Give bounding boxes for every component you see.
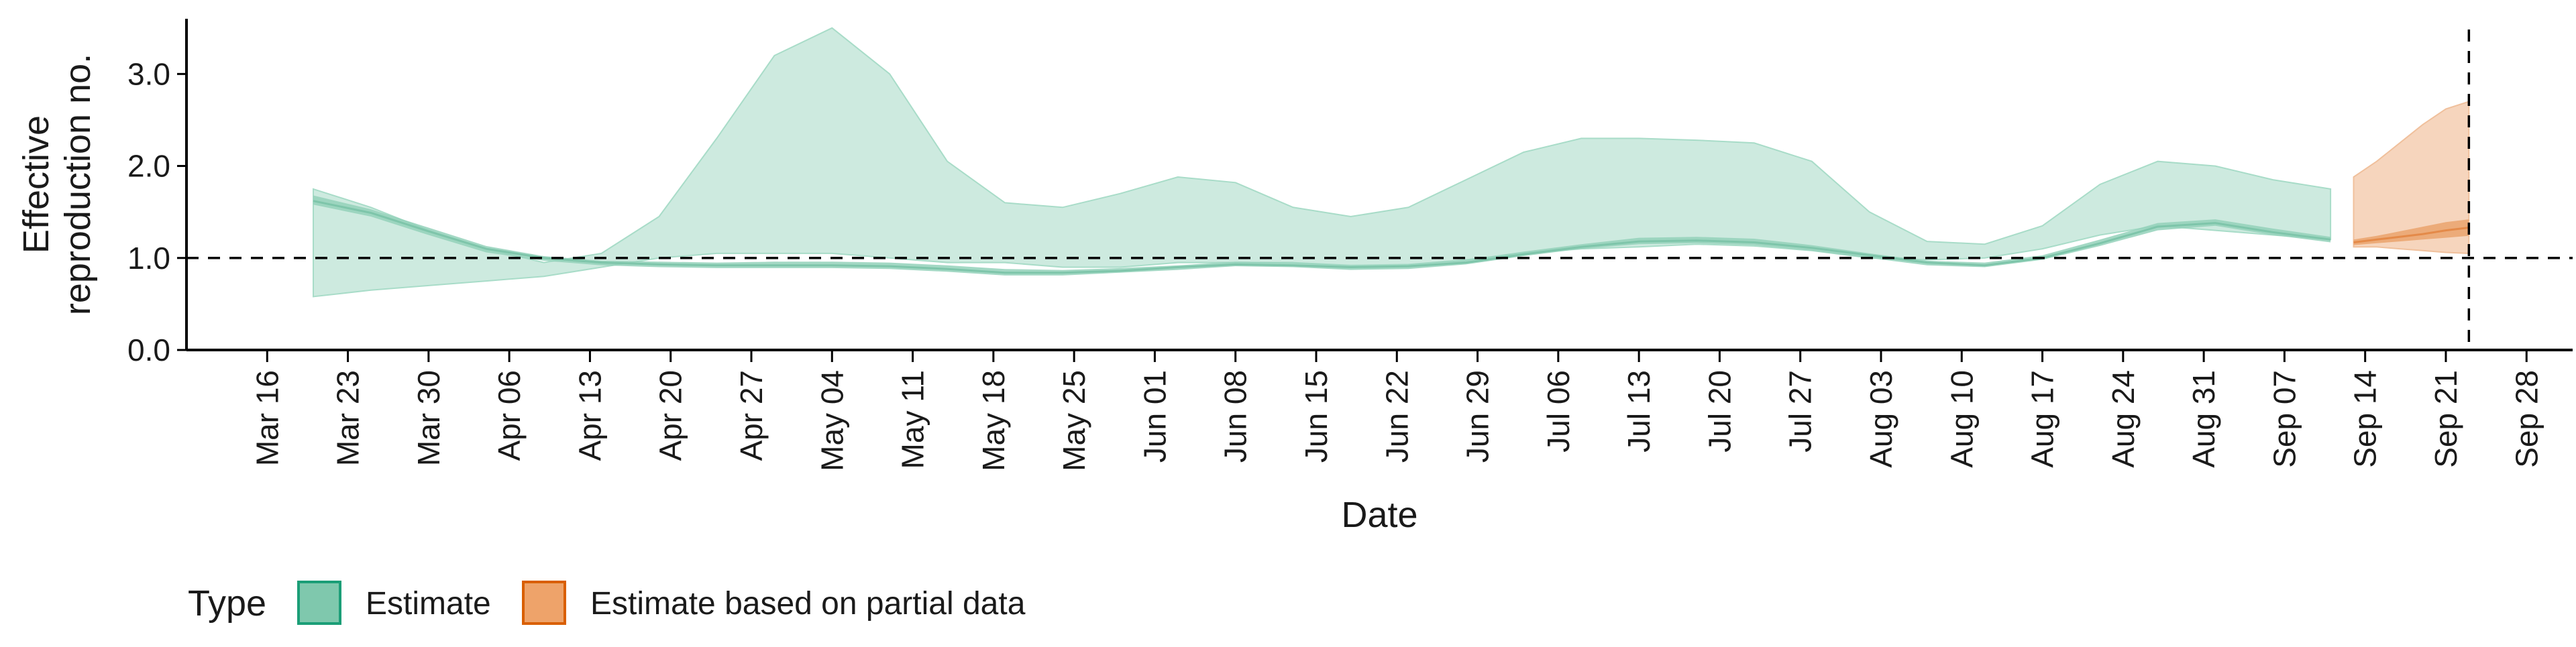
median-line <box>2353 227 2469 243</box>
x-tick-label: Aug 31 <box>2186 370 2221 468</box>
x-tick-label: Apr 06 <box>492 370 527 461</box>
y-tick-label: 1.0 <box>127 241 170 276</box>
y-axis-title-line: reproduction no. <box>58 54 98 315</box>
axes: 0.0 1.0 2.0 3.0 Mar 16 Mar 23 Mar 30 Apr 06 Apr … <box>16 19 2573 535</box>
x-tick-label: Sep 28 <box>2509 370 2544 468</box>
y-tick-label: 0.0 <box>127 333 170 367</box>
x-tick-label: Jul 13 <box>1621 370 1656 453</box>
series-layer <box>313 27 2470 298</box>
y-tick-label: 3.0 <box>127 56 170 91</box>
x-tick-label: Jun 08 <box>1218 370 1253 463</box>
x-tick-label: Mar 23 <box>331 370 366 466</box>
legend: Type Estimate Estimate based on partial da… <box>188 581 1026 625</box>
x-tick-label: Aug 24 <box>2106 370 2141 468</box>
x-tick-label: May 18 <box>976 370 1011 471</box>
x-tick-label: Apr 13 <box>572 370 607 461</box>
series-partial-data <box>2353 101 2470 254</box>
legend-item: Estimate based on partial data <box>522 581 1026 625</box>
x-axis-title: Date <box>1341 495 1417 535</box>
x-tick-label: Mar 16 <box>250 370 284 466</box>
x-tick-label: Jul 06 <box>1541 370 1576 453</box>
x-tick-label: Apr 20 <box>653 370 688 461</box>
x-tick-label: Apr 27 <box>734 370 769 461</box>
x-tick-label: May 04 <box>814 370 849 471</box>
y-tick-label: 2.0 <box>127 149 170 184</box>
x-tick-label: Mar 30 <box>411 370 446 466</box>
x-tick-label: Sep 14 <box>2348 370 2383 468</box>
x-tick-label: Jul 27 <box>1783 370 1818 453</box>
x-tick-label: Jun 01 <box>1137 370 1172 463</box>
outer-credible-band <box>313 27 2332 298</box>
x-tick-label: Aug 03 <box>1864 370 1898 468</box>
legend-label: Estimate based on partial data <box>590 586 1026 622</box>
y-axis-title-line: Effective <box>16 115 56 253</box>
x-tick-label: Aug 17 <box>2025 370 2060 468</box>
x-tick-label: Sep 21 <box>2428 370 2463 468</box>
median-line <box>313 200 2331 274</box>
legend-swatch <box>297 581 341 625</box>
x-tick-label: Jul 20 <box>1702 370 1737 453</box>
x-tick-label: May 11 <box>896 370 930 469</box>
x-tick-label: Aug 10 <box>1944 370 1979 468</box>
x-tick-label: Sep 07 <box>2267 370 2302 468</box>
legend-title: Type <box>188 583 266 624</box>
reference-lines <box>186 30 2573 350</box>
x-tick-label: Jun 22 <box>1379 370 1414 463</box>
legend-swatch <box>522 581 566 625</box>
legend-item: Estimate <box>297 581 491 625</box>
series-estimate <box>313 27 2332 298</box>
x-tick-label: Jun 29 <box>1460 370 1495 463</box>
legend-label: Estimate <box>366 586 491 622</box>
x-tick-label: Jun 15 <box>1299 370 1334 463</box>
y-axis-title: Effectivereproduction no. <box>16 54 98 315</box>
x-tick-label: May 25 <box>1057 370 1091 471</box>
